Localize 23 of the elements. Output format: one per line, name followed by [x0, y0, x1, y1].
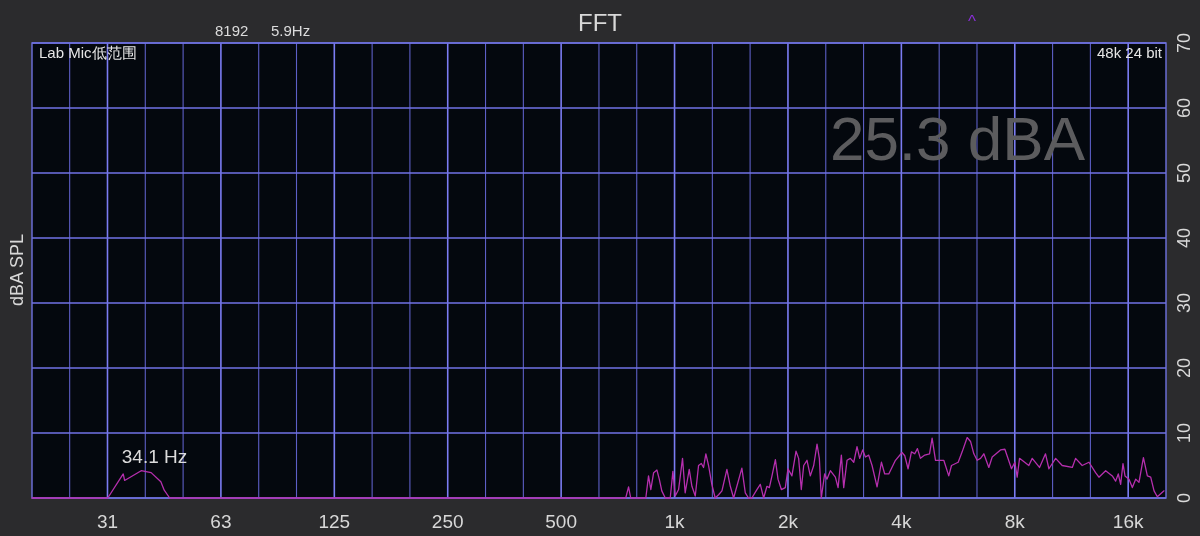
x-tick-label: 125: [318, 511, 351, 532]
x-tick-label: 250: [431, 511, 464, 532]
x-tick-label: 8k: [1004, 511, 1026, 532]
chart-title: FFT: [578, 9, 623, 36]
y-tick-label: 70: [1174, 32, 1194, 54]
x-tick-label: 1k: [664, 511, 686, 532]
text: 5.9Hz: [271, 22, 311, 39]
y-tick-label: 10: [1174, 422, 1194, 444]
text: ^: [968, 12, 977, 31]
x-tick-label: 16k: [1112, 511, 1144, 532]
y-tick-label: 30: [1174, 292, 1194, 314]
x-tick-label: 2k: [777, 511, 799, 532]
y-tick-label: 40: [1174, 227, 1194, 249]
text: 8192: [215, 22, 249, 39]
x-tick-label: 31: [96, 511, 119, 532]
y-axis-title: dBA SPL: [7, 233, 27, 307]
x-tick-label: 63: [210, 511, 232, 532]
y-tick-label: 0: [1174, 492, 1194, 504]
y-tick-label: 60: [1174, 97, 1194, 119]
x-tick-label: 500: [545, 511, 577, 532]
y-tick-label: 20: [1174, 357, 1194, 379]
x-tick-label: 4k: [891, 511, 912, 532]
y-tick-label: 50: [1174, 162, 1194, 184]
